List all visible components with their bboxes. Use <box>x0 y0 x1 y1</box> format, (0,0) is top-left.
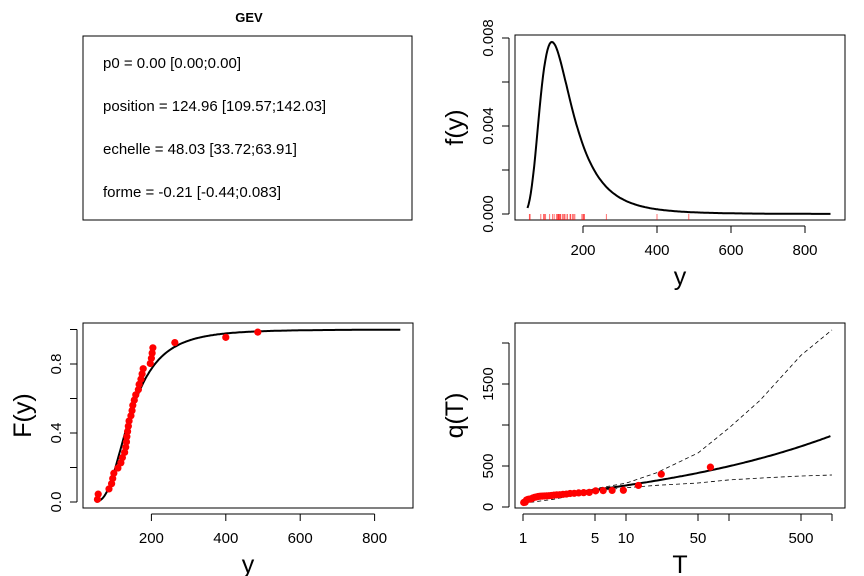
cdf-point <box>254 328 262 336</box>
cdf-point <box>110 469 118 477</box>
return-level-plot-frame <box>514 322 846 509</box>
lower-confidence-line <box>523 474 833 504</box>
density-x-axis-label: y <box>674 263 687 291</box>
summary-title: GEV <box>235 10 263 25</box>
density-y-tick-label: 0.004 <box>480 107 497 145</box>
return-level-point <box>580 489 588 497</box>
cdf-plot-frame <box>82 322 414 509</box>
return-level-y-axis-label: q(T) <box>441 393 469 439</box>
return-level-x-axis-label: T <box>672 551 687 576</box>
return-level-point <box>634 481 643 490</box>
cdf-x-tick-label: 200 <box>139 530 164 547</box>
density-y-tick-label: 0.000 <box>480 195 497 233</box>
density-curve <box>526 40 831 215</box>
density-x-tick-label: 800 <box>792 242 817 259</box>
cdf-point <box>222 333 230 341</box>
upper-confidence-line <box>523 329 833 501</box>
return-level-y-tick-label: 500 <box>480 453 497 478</box>
cdf-y-tick-label: 0.8 <box>48 354 65 375</box>
return-level-panel: 1 5 10 50 500 0 500 1500 Tq(T) <box>441 322 846 576</box>
cdf-x-tick-label: 800 <box>362 530 387 547</box>
summary-line-echelle: echelle = 48.03 [33.72;63.91] <box>103 141 297 158</box>
cdf-x-axis-label: y <box>242 551 255 576</box>
cdf-x-tick-label: 400 <box>213 530 238 547</box>
summary-line-p0: p0 = 0.00 [0.00;0.00] <box>103 55 241 72</box>
return-level-y-tick-label: 1500 <box>480 367 497 400</box>
cdf-y-tick-label: 0.0 <box>48 492 65 513</box>
cdf-point <box>171 338 179 347</box>
return-level-point <box>657 470 665 478</box>
return-level-point <box>592 487 600 495</box>
return-level-point <box>619 486 627 494</box>
return-level-y-tick-label: 0 <box>480 503 497 511</box>
cdf-point <box>94 490 102 498</box>
return-level-point <box>706 463 715 471</box>
return-level-x-tick-label: 50 <box>690 530 707 547</box>
cdf-point <box>114 464 122 472</box>
cdf-curve <box>95 328 401 503</box>
return-level-x-tick-label: 5 <box>591 530 599 547</box>
summary-line-position: position = 124.96 [109.57;142.03] <box>103 98 326 115</box>
density-x-tick-label: 400 <box>644 242 669 259</box>
density-x-tick-label: 600 <box>718 242 743 259</box>
return-level-x-tick-label: 500 <box>788 530 813 547</box>
return-level-point <box>585 488 593 497</box>
return-level-point <box>608 486 616 495</box>
cdf-y-axis-label: F(y) <box>9 393 37 437</box>
return-level-x-tick-label: 1 <box>519 530 527 547</box>
density-plot-frame <box>514 34 846 221</box>
return-level-x-tick-label: 10 <box>618 530 635 547</box>
summary-box <box>82 35 413 221</box>
cdf-panel: 200 400 600 800 0.0 0.4 0.8 y F(y) <box>9 322 414 576</box>
summary-line-forme: forme = -0.21 [-0.44;0.083] <box>103 184 281 201</box>
summary-panel: GEV p0 = 0.00 [0.00;0.00] position = 124… <box>82 10 413 221</box>
density-x-tick-label: 200 <box>570 242 595 259</box>
return-level-point <box>599 487 607 495</box>
cdf-y-tick-label: 0.4 <box>48 423 65 444</box>
density-y-tick-label: 0.008 <box>480 19 497 57</box>
cdf-point <box>149 344 157 352</box>
cdf-x-tick-label: 600 <box>288 530 313 547</box>
density-y-axis-label: f(y) <box>441 109 469 145</box>
cdf-point <box>139 365 147 373</box>
density-panel: 200 400 600 800 0.000 0.004 0.008 y f(y) <box>441 19 846 291</box>
cdf-point <box>122 438 131 446</box>
